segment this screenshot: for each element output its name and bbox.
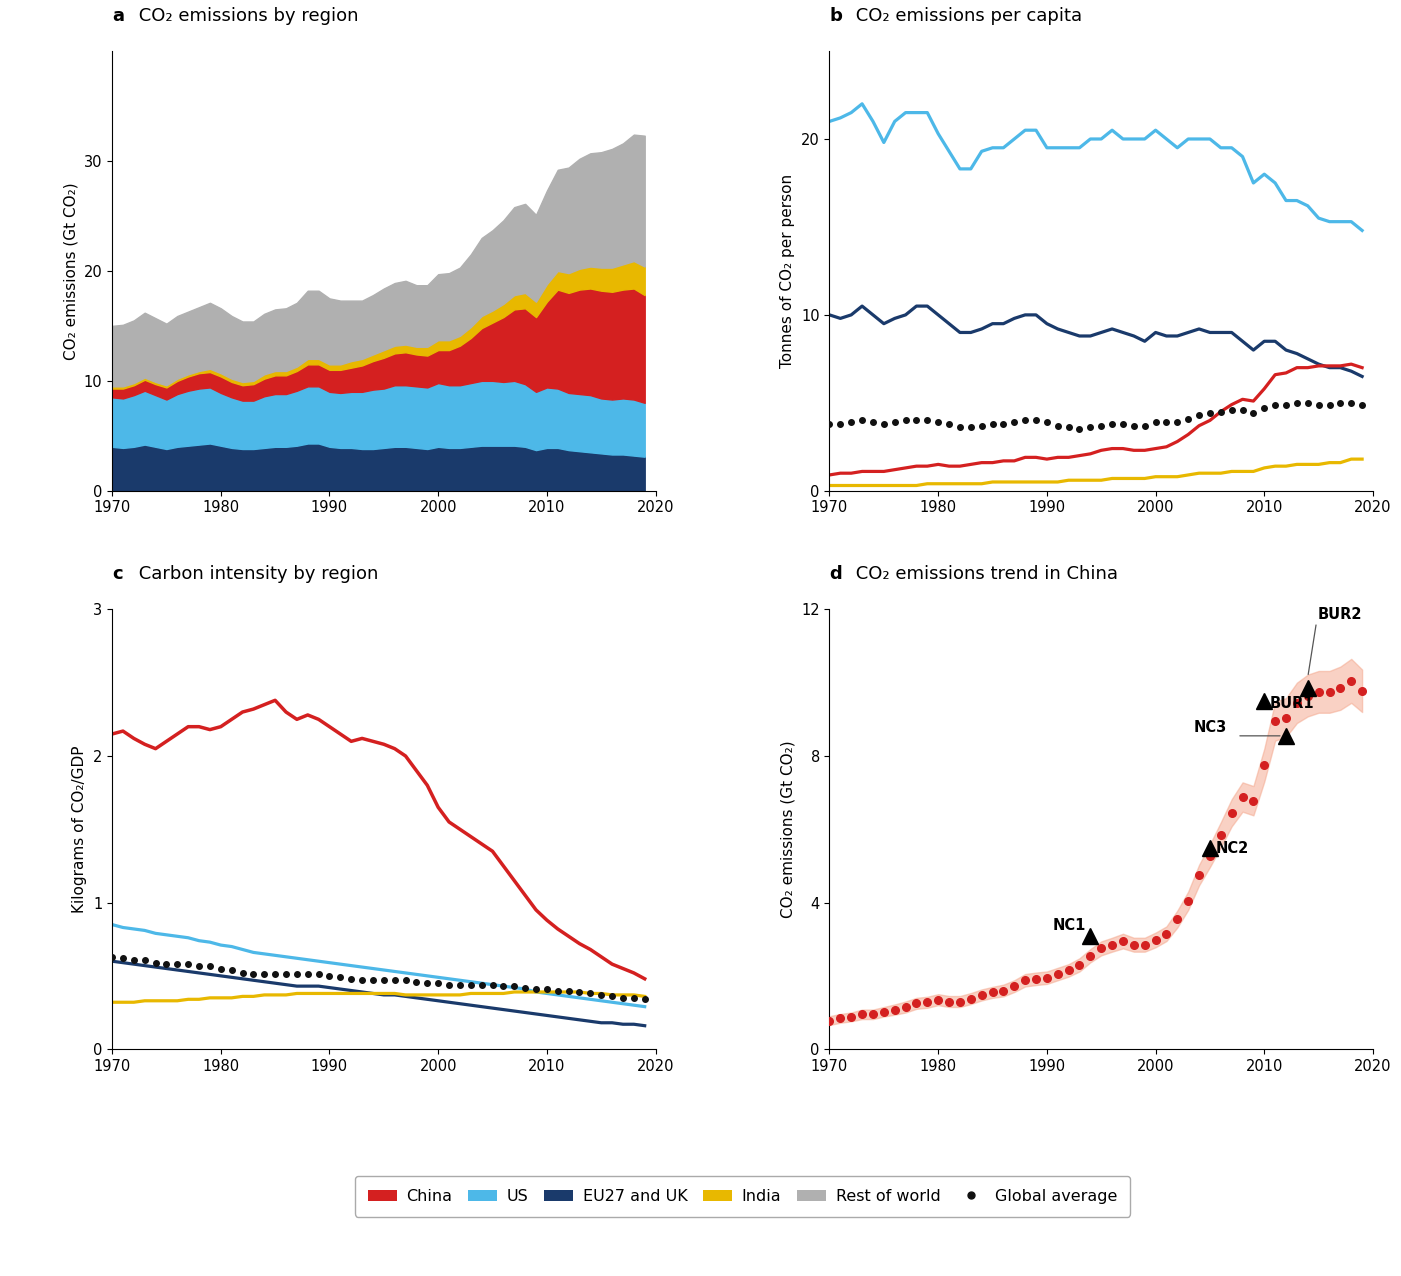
Text: CO₂ emissions by region: CO₂ emissions by region (133, 6, 359, 24)
Text: NC1: NC1 (1052, 917, 1086, 933)
Text: CO₂ emissions per capita: CO₂ emissions per capita (850, 6, 1082, 24)
Text: b: b (829, 6, 842, 24)
Text: CO₂ emissions trend in China: CO₂ emissions trend in China (850, 565, 1118, 583)
Text: NC3: NC3 (1194, 720, 1227, 735)
Y-axis label: CO₂ emissions (Gt CO₂): CO₂ emissions (Gt CO₂) (780, 740, 796, 919)
Text: Carbon intensity by region: Carbon intensity by region (133, 565, 378, 583)
Y-axis label: CO₂ emissions (Gt CO₂): CO₂ emissions (Gt CO₂) (63, 182, 78, 360)
Y-axis label: Tonnes of CO₂ per person: Tonnes of CO₂ per person (780, 174, 796, 367)
Legend: China, US, EU27 and UK, India, Rest of world, Global average: China, US, EU27 and UK, India, Rest of w… (356, 1176, 1129, 1216)
Text: a: a (112, 6, 125, 24)
Y-axis label: Kilograms of CO₂/GDP: Kilograms of CO₂/GDP (73, 745, 87, 914)
Text: NC2: NC2 (1216, 841, 1248, 856)
Text: d: d (829, 565, 842, 583)
Text: c: c (112, 565, 123, 583)
Text: BUR2: BUR2 (1317, 606, 1362, 621)
Text: BUR1: BUR1 (1269, 697, 1314, 711)
